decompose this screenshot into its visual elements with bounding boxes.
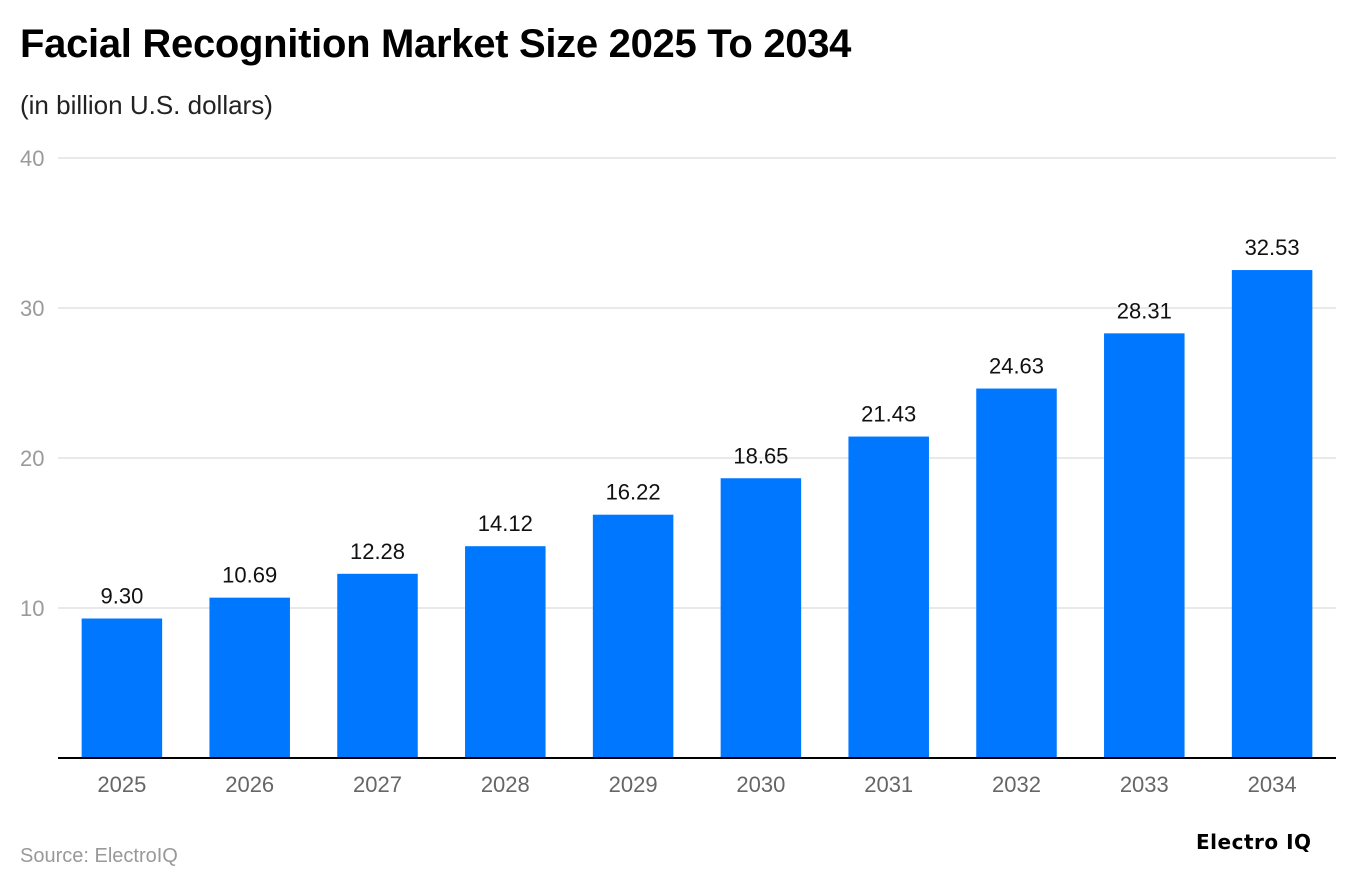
bar [976, 388, 1057, 758]
y-tick-label: 40 [20, 146, 44, 171]
chart-title: Facial Recognition Market Size 2025 To 2… [20, 22, 852, 66]
x-tick-label: 2034 [1248, 772, 1297, 797]
y-tick-label: 10 [20, 596, 44, 621]
y-tick-label: 30 [20, 296, 44, 321]
bar [1104, 333, 1185, 758]
x-tick-label: 2025 [97, 772, 146, 797]
source-note: Source: ElectroIQ [20, 845, 178, 867]
x-axis: 2025 2026 2027 2028 2029 2030 2031 2032 2033 2034 [58, 757, 1336, 797]
bar [81, 618, 163, 758]
data-label: 12.28 [350, 539, 405, 564]
bar [1231, 270, 1313, 758]
bar-chart: 9.30 10.69 12.28 14.12 16.22 18.65 21.43 24.63 2… [20, 146, 1336, 797]
data-label: 14.12 [478, 511, 533, 536]
x-tick-label: 2028 [481, 772, 530, 797]
x-tick-label: 2027 [353, 772, 402, 797]
data-label: 16.22 [606, 480, 661, 505]
data-labels: 9.30 10.69 12.28 14.12 16.22 18.65 21.43 24.63 2… [100, 235, 1299, 608]
x-tick-label: 2032 [992, 772, 1041, 797]
data-label: 18.65 [733, 443, 788, 468]
x-tick-label: 2026 [225, 772, 274, 797]
data-label: 21.43 [861, 402, 916, 427]
bar [848, 436, 929, 758]
bar [209, 597, 290, 758]
x-tick-label: 2031 [864, 772, 913, 797]
data-label: 24.63 [989, 354, 1044, 379]
bar [337, 573, 418, 758]
x-tick-label: 2030 [736, 772, 785, 797]
bar [720, 478, 802, 758]
data-label: 10.69 [222, 563, 277, 588]
x-tick-label: 2033 [1120, 772, 1169, 797]
data-label: 9.30 [100, 584, 143, 609]
data-label: 32.53 [1245, 235, 1300, 260]
x-tick-label: 2029 [609, 772, 658, 797]
bar [592, 514, 674, 758]
bar [465, 546, 546, 758]
y-tick-label: 20 [20, 446, 44, 471]
data-label: 28.31 [1117, 298, 1172, 323]
y-axis: 10 20 30 40 [20, 146, 44, 621]
brand-logo: Electro IQ [1196, 830, 1312, 854]
chart-subtitle: (in billion U.S. dollars) [20, 90, 273, 120]
bars [81, 270, 1313, 758]
